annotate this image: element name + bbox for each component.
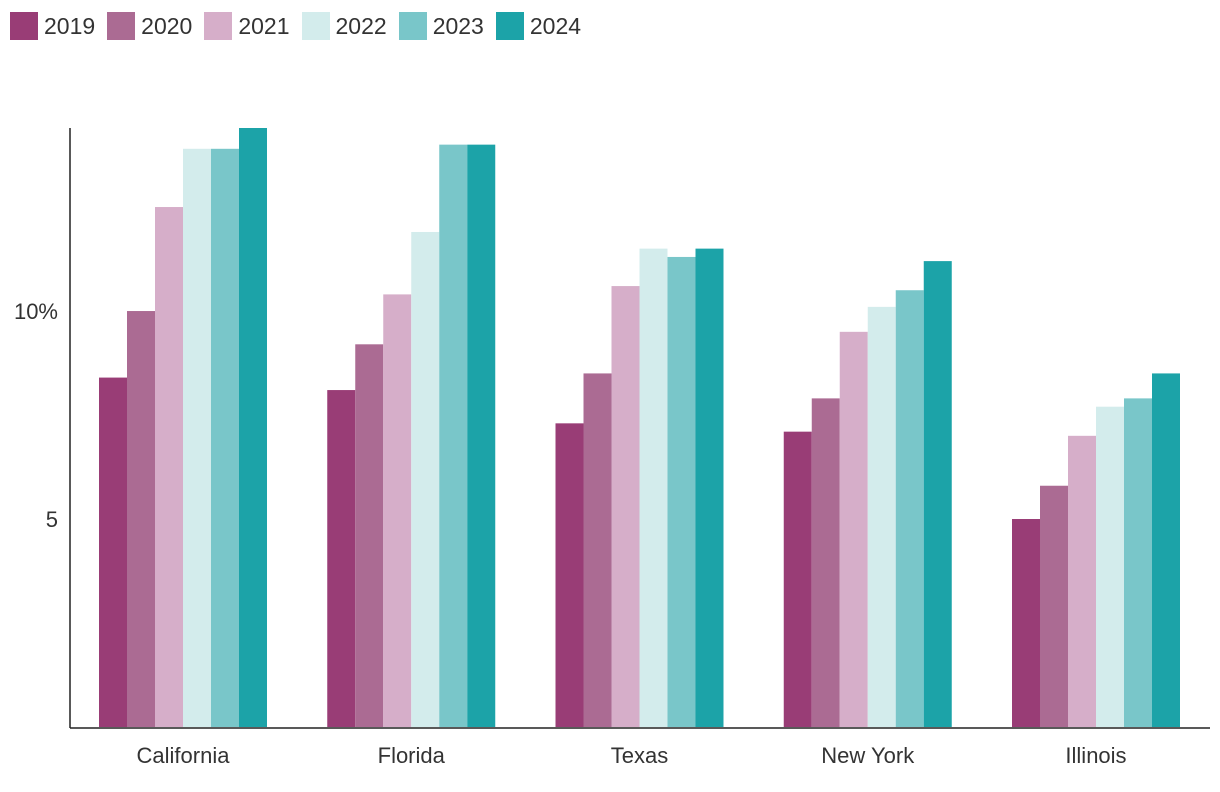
bar-new-york-2019	[783, 431, 812, 727]
bar-florida-2019	[327, 390, 356, 727]
bar-california-2023	[211, 148, 239, 728]
bar-illinois-2024	[1152, 373, 1180, 727]
bar-florida-2021	[383, 294, 412, 727]
legend-label: 2019	[44, 13, 96, 39]
bar-texas-2021	[611, 286, 640, 727]
x-tick-label-texas: Texas	[611, 743, 668, 768]
bar-california-2020	[127, 311, 155, 727]
bar-texas-2024	[695, 248, 724, 727]
bar-florida-2023	[439, 144, 468, 727]
legend-item-2023: 2023	[398, 12, 484, 40]
bar-new-york-2021	[839, 331, 868, 727]
bar-california-2022	[183, 148, 211, 728]
legend-swatch	[10, 12, 38, 40]
legend-item-2021: 2021	[204, 12, 290, 40]
bar-california-2024	[239, 128, 267, 727]
legend-swatch	[495, 12, 524, 40]
bar-new-york-2023	[895, 290, 924, 727]
legend-swatch	[301, 12, 330, 40]
legend-label: 2022	[335, 13, 387, 39]
y-tick-label: 5	[46, 507, 58, 532]
bar-texas-2022	[639, 248, 668, 727]
bar-new-york-2022	[867, 306, 896, 727]
bar-florida-2024	[467, 144, 496, 727]
legend-item-2020: 2020	[107, 12, 192, 40]
bar-new-york-2020	[811, 398, 840, 727]
x-tick-label-california: California	[137, 743, 231, 768]
legend-label: 2021	[238, 13, 290, 39]
bar-florida-2020	[355, 344, 384, 727]
bar-florida-2022	[411, 231, 440, 728]
x-tick-label-new-york: New York	[821, 743, 915, 768]
bar-california-2019	[99, 377, 127, 727]
bar-illinois-2022	[1096, 406, 1124, 727]
legend-item-2024: 2024	[495, 12, 582, 40]
legend-swatch	[107, 12, 136, 40]
bar-texas-2023	[667, 256, 696, 727]
legend-swatch	[398, 12, 427, 40]
legend-item-2022: 2022	[301, 12, 387, 40]
labels-layer: 10% 5 California Florida Texas New York Illino…	[14, 299, 1127, 768]
bar-california-2021	[155, 207, 183, 727]
bar-illinois-2020	[1040, 485, 1068, 727]
legend-label: 2020	[141, 13, 193, 39]
axes-layer	[69, 128, 1210, 729]
legend-item-2019: 2019	[10, 12, 95, 40]
x-tick-label-florida: Florida	[378, 743, 446, 768]
bar-texas-2020	[583, 373, 612, 727]
bar-new-york-2024	[923, 261, 952, 727]
x-tick-label-illinois: Illinois	[1065, 743, 1126, 768]
bar-illinois-2021	[1068, 435, 1096, 727]
y-tick-label: 10%	[14, 299, 58, 324]
legend-swatch	[204, 12, 233, 40]
bar-illinois-2019	[1012, 519, 1040, 727]
bar-texas-2019	[555, 423, 584, 727]
legend-label: 2023	[432, 13, 484, 39]
chart-legend: 2019 2020 2021 2022 2023 2024	[10, 11, 593, 41]
legend-label: 2024	[529, 13, 582, 39]
bar-illinois-2023	[1124, 398, 1152, 727]
bars-layer	[99, 128, 1180, 728]
